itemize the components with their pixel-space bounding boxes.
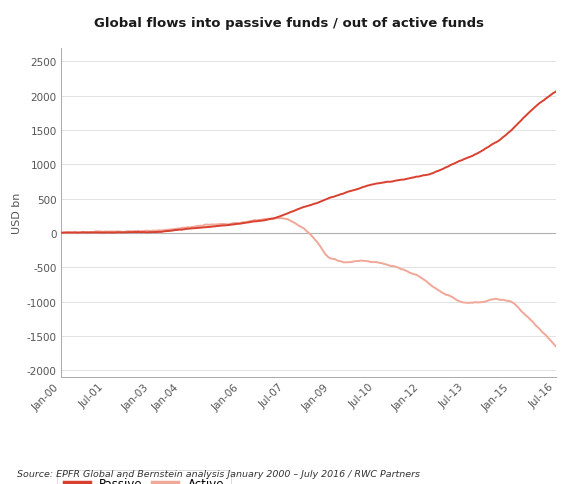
- Legend: Passive, Active: Passive, Active: [57, 469, 232, 484]
- Text: Source: EPFR Global and Bernstein analysis January 2000 – July 2016 / RWC Partne: Source: EPFR Global and Bernstein analys…: [17, 469, 420, 478]
- Y-axis label: USD bn: USD bn: [13, 192, 23, 234]
- Text: Global flows into passive funds / out of active funds: Global flows into passive funds / out of…: [94, 17, 485, 30]
